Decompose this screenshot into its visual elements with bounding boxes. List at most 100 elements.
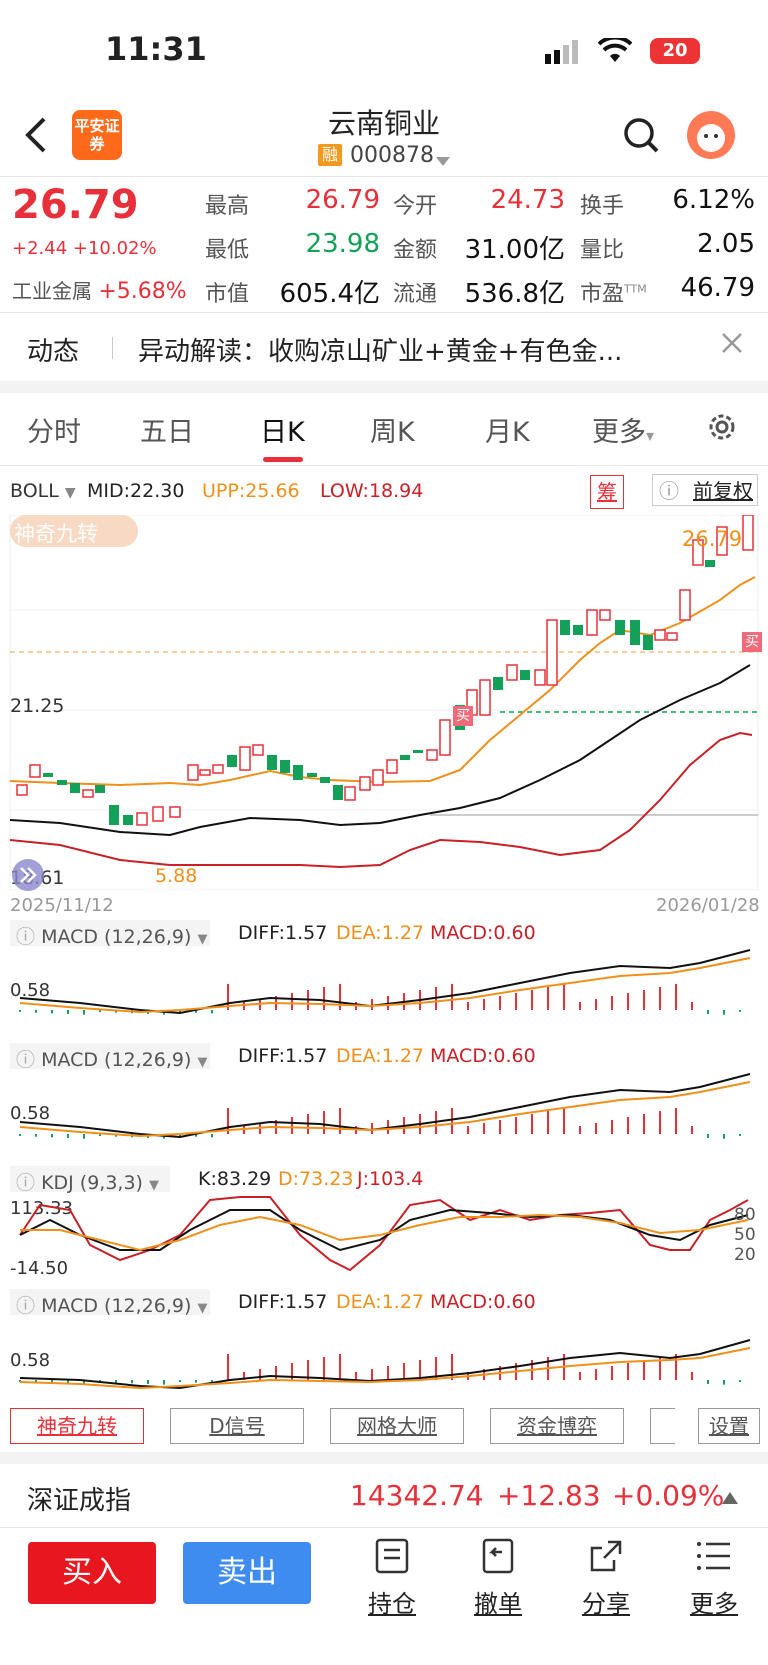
high-value: 26.79 [305,185,380,215]
expand-icon[interactable] [10,857,46,897]
kdj-level-20: 20 [734,1245,756,1265]
sell-button[interactable]: 卖出 [183,1542,311,1604]
volratio-label: 量比 [580,238,625,263]
kline-last-price: 26.79 [682,527,743,551]
sector-info[interactable]: 工业金属 +5.68% [12,279,187,304]
macd2-chart[interactable] [0,1072,768,1152]
macd3-dea: DEA:1.27 [336,1291,425,1313]
gear-icon[interactable] [705,410,739,448]
pe-label: 市盈TTM [580,282,647,307]
close-icon[interactable] [720,331,744,359]
macd2-dea: DEA:1.27 [336,1045,425,1067]
grid-master-button[interactable]: 网格大师 [330,1408,464,1444]
candle [239,746,251,771]
candle [280,760,290,773]
macd2-scale: 0.58 [10,1103,51,1124]
low-value: 23.98 [305,229,380,259]
turnover-label: 换手 [580,194,625,219]
tab-weekly-k[interactable]: 周K [370,417,415,448]
macd1-chart[interactable] [0,948,768,1028]
amount-value: 31.00亿 [464,235,565,265]
share-button[interactable]: 分享 [566,1538,646,1619]
kdj-selector[interactable]: ⓘ KDJ (9,3,3) ▼ [16,1172,160,1194]
candle [400,755,410,760]
macd1-value: MACD:0.60 [430,922,536,944]
macd3-value: MACD:0.60 [430,1291,536,1313]
high-label: 最高 [205,194,250,219]
boll-selector[interactable]: BOLL ▼ [10,480,76,502]
candle [16,784,28,796]
chip-distribution-button[interactable]: 筹 [590,475,624,509]
candle [742,515,754,551]
magic-nine-button[interactable]: 神奇九转 [10,1408,144,1444]
tab-monthly-k[interactable]: 月K [485,417,530,448]
candle [43,773,53,777]
magic-nine-badge[interactable]: 神奇九转 [14,522,98,546]
candle [152,806,164,822]
hold-button[interactable]: 持仓 [352,1538,432,1619]
cancel-order-button[interactable]: 撤单 [458,1538,538,1619]
back-icon[interactable] [22,115,48,159]
caret-up-icon[interactable] [722,1489,738,1508]
buy-button[interactable]: 买入 [28,1542,156,1604]
list-icon [375,1538,409,1574]
fund-game-button[interactable]: 资金博弈 [490,1408,624,1444]
buy-signal-badge-2: 买 [742,632,762,652]
settings-button[interactable]: 设置 [698,1408,760,1444]
kline-chart[interactable] [0,515,768,890]
avatar[interactable] [686,110,736,164]
macd2-value: MACD:0.60 [430,1045,536,1067]
candle [599,609,611,621]
tab-daily-k[interactable]: 日K [260,417,305,448]
amount-label: 金额 [393,238,438,263]
search-icon[interactable] [622,116,662,160]
stock-code[interactable]: 000878 [350,143,434,168]
candle [227,755,237,767]
margin-badge: 融 [318,144,342,166]
float-value: 536.8亿 [464,279,565,309]
candle [267,755,277,770]
candle [506,664,518,681]
mcap-value: 605.4亿 [279,279,380,309]
macd1-selector[interactable]: ⓘ MACD (12,26,9) ▼ [16,926,208,948]
adjust-button[interactable]: ⓘ 前复权 [652,474,758,506]
tab-five-day[interactable]: 五日 [140,417,194,448]
float-label: 流通 [393,282,438,307]
candle [439,719,451,756]
turnover-value: 6.12% [672,185,755,215]
index-change: +12.83 [497,1479,601,1512]
macd3-scale: 0.58 [10,1350,51,1371]
tab-more[interactable]: 更多▾ [592,417,655,448]
kdj-d: D:73.23 [278,1168,354,1190]
candle [386,759,398,774]
candle [169,806,181,818]
candle [95,785,105,793]
index-ticker[interactable]: 深证成指 14342.74 +12.83 +0.09% [0,1465,768,1527]
news-banner[interactable]: 动态 异动解读：收购凉山矿业+黄金+有色金... [0,313,768,381]
buy-signal-badge: 买 [453,706,473,726]
candle [546,619,558,686]
price-change: +2.44 +10.02% [12,238,157,259]
tab-minute[interactable]: 分时 [27,417,81,448]
chevron-down-icon[interactable] [436,152,450,171]
macd1-dea: DEA:1.27 [336,922,425,944]
kdj-chart[interactable] [0,1195,768,1275]
candle [479,679,491,716]
d-signal-button[interactable]: D信号 [170,1408,304,1444]
boll-upp: UPP:25.66 [202,480,300,502]
macd1-scale: 0.58 [10,980,51,1001]
index-pct: +0.09% [612,1479,725,1512]
candle [70,783,80,793]
candle [344,786,356,801]
banner-text: 异动解读：收购凉山矿业+黄金+有色金... [138,337,623,367]
status-time: 11:31 [105,30,207,68]
low-label: 最低 [205,238,250,263]
macd2-selector[interactable]: ⓘ MACD (12,26,9) ▼ [16,1049,208,1071]
macd3-chart[interactable] [0,1318,768,1398]
candle [534,669,546,686]
kdj-level-50: 50 [734,1225,756,1245]
macd3-selector[interactable]: ⓘ MACD (12,26,9) ▼ [16,1295,208,1317]
candle [692,539,704,566]
more-button[interactable]: 更多 [674,1538,754,1619]
candle [359,776,371,791]
